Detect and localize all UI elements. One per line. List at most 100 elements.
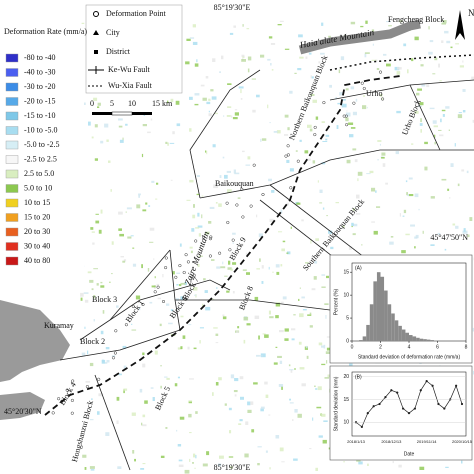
- texture-speck: [290, 226, 292, 229]
- legend-label: -80 to -40: [24, 53, 56, 62]
- texture-speck: [201, 214, 203, 219]
- series-point: [378, 402, 381, 406]
- texture-speck: [109, 281, 111, 283]
- texture-speck: [311, 288, 316, 291]
- texture-speck: [301, 296, 305, 299]
- texture-speck: [405, 233, 410, 236]
- texture-speck: [454, 143, 456, 147]
- texture-speck: [457, 114, 463, 119]
- texture-speck: [321, 413, 326, 417]
- texture-speck: [240, 98, 243, 100]
- texture-speck: [172, 271, 175, 275]
- texture-speck: [97, 411, 100, 415]
- y-tick-label: 15: [343, 397, 349, 403]
- texture-speck: [91, 231, 95, 233]
- texture-speck: [230, 374, 235, 379]
- texture-speck: [284, 134, 289, 136]
- texture-speck: [385, 182, 388, 185]
- texture-speck: [188, 400, 192, 404]
- texture-speck: [152, 397, 155, 401]
- deformation-point: [235, 203, 239, 207]
- deformation-point: [182, 270, 186, 275]
- texture-speck: [419, 466, 425, 470]
- deformation-point: [231, 238, 235, 242]
- texture-speck: [375, 190, 377, 193]
- texture-speck: [362, 105, 367, 110]
- series-point: [431, 384, 434, 387]
- series-point: [419, 389, 422, 392]
- texture-speck: [194, 294, 197, 296]
- place-label: Fengcheng Block: [388, 15, 444, 24]
- texture-speck: [197, 263, 200, 267]
- texture-speck: [450, 163, 454, 167]
- texture-speck: [379, 143, 381, 146]
- x-tick-label: 6: [436, 344, 439, 350]
- texture-speck: [250, 401, 254, 405]
- texture-speck: [222, 156, 225, 159]
- texture-speck: [315, 388, 318, 390]
- texture-speck: [139, 388, 143, 393]
- texture-speck: [270, 63, 272, 66]
- y-tick-label: 10: [343, 420, 349, 426]
- texture-speck: [371, 221, 375, 223]
- deformation-point: [153, 290, 157, 294]
- deformation-point: [208, 237, 213, 241]
- texture-speck: [441, 178, 447, 181]
- texture-speck: [195, 227, 200, 229]
- texture-speck: [304, 150, 309, 154]
- deformation-point: [252, 163, 256, 167]
- texture-speck: [284, 338, 289, 341]
- texture-speck: [176, 272, 181, 274]
- texture-speck: [462, 110, 466, 113]
- deformation-point: [85, 385, 89, 389]
- texture-speck: [383, 53, 387, 56]
- texture-speck: [160, 365, 162, 367]
- series-point: [372, 405, 375, 408]
- texture-speck: [419, 102, 424, 106]
- texture-speck: [438, 63, 440, 68]
- texture-speck: [315, 238, 319, 241]
- texture-speck: [159, 323, 162, 327]
- x-axis-label: Standard deviation of deformation rate (…: [358, 354, 461, 360]
- texture-speck: [206, 101, 211, 105]
- legend-label: -40 to -30: [24, 67, 56, 76]
- texture-speck: [350, 86, 355, 90]
- texture-speck: [321, 286, 326, 288]
- texture-speck: [350, 127, 356, 129]
- texture-speck: [373, 230, 378, 235]
- texture-speck: [252, 109, 256, 113]
- texture-speck: [322, 439, 327, 444]
- texture-speck: [98, 393, 104, 397]
- texture-speck: [187, 346, 190, 350]
- texture-speck: [239, 419, 243, 422]
- texture-speck: [342, 99, 346, 101]
- texture-speck: [226, 115, 231, 117]
- texture-speck: [278, 384, 284, 387]
- texture-speck: [343, 461, 345, 463]
- texture-speck: [288, 364, 291, 367]
- legend-swatch: [5, 256, 19, 266]
- texture-speck: [325, 351, 331, 354]
- texture-speck: [132, 263, 137, 267]
- texture-speck: [199, 340, 201, 344]
- y-tick-label: 5: [346, 315, 349, 321]
- texture-speck: [367, 463, 369, 466]
- texture-speck: [422, 230, 424, 234]
- texture-speck: [381, 152, 386, 156]
- scale-label: 0: [90, 99, 94, 108]
- legend-label: -30 to -20: [24, 82, 56, 91]
- texture-speck: [278, 231, 283, 233]
- texture-speck: [449, 197, 451, 199]
- texture-speck: [193, 287, 198, 291]
- texture-speck: [271, 190, 275, 193]
- texture-speck: [270, 43, 276, 45]
- deformation-point: [296, 159, 300, 163]
- deformation-point: [342, 114, 346, 118]
- deformation-point: [131, 304, 135, 309]
- y-axis-label: Percent (%): [333, 288, 339, 315]
- texture-speck: [418, 208, 420, 211]
- texture-speck: [293, 314, 296, 316]
- texture-speck: [417, 88, 422, 91]
- texture-speck: [188, 413, 192, 418]
- texture-speck: [116, 396, 120, 401]
